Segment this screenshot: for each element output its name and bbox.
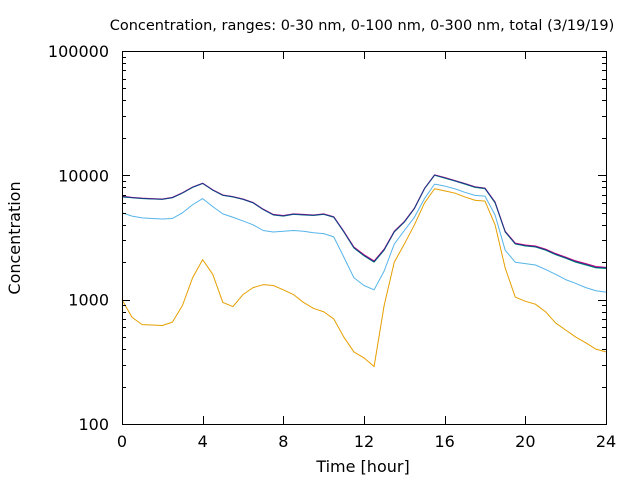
- x-tick-label: 20: [515, 432, 535, 451]
- x-tick-label: 12: [354, 432, 374, 451]
- series-line-1: [121, 188, 607, 368]
- x-tick-label: 16: [434, 432, 454, 451]
- x-tick-label: 24: [596, 432, 616, 451]
- x-tick-label: 4: [198, 432, 208, 451]
- series-line-4: [121, 174, 607, 268]
- y-tick-label: 100000: [48, 42, 109, 61]
- x-tick-label: 0: [117, 432, 127, 451]
- series-line-5: [121, 174, 607, 269]
- chart-title: Concentration, ranges: 0-30 nm, 0-100 nm…: [110, 18, 615, 34]
- y-axis-label: Concentration: [5, 181, 24, 294]
- x-axis-label: Time [hour]: [315, 457, 409, 476]
- plot-frame: [122, 51, 607, 425]
- y-tick-label: 1000: [68, 291, 109, 310]
- y-tick-label: 100: [78, 415, 109, 434]
- series-line-2: [121, 183, 607, 293]
- series-layer: [121, 174, 607, 368]
- x-axis: 0 4 8 12 16 20 24: [117, 51, 616, 451]
- x-tick-label: 8: [278, 432, 288, 451]
- y-axis: 100 1000 10000 100000: [48, 42, 606, 434]
- y-tick-label: 10000: [58, 166, 109, 185]
